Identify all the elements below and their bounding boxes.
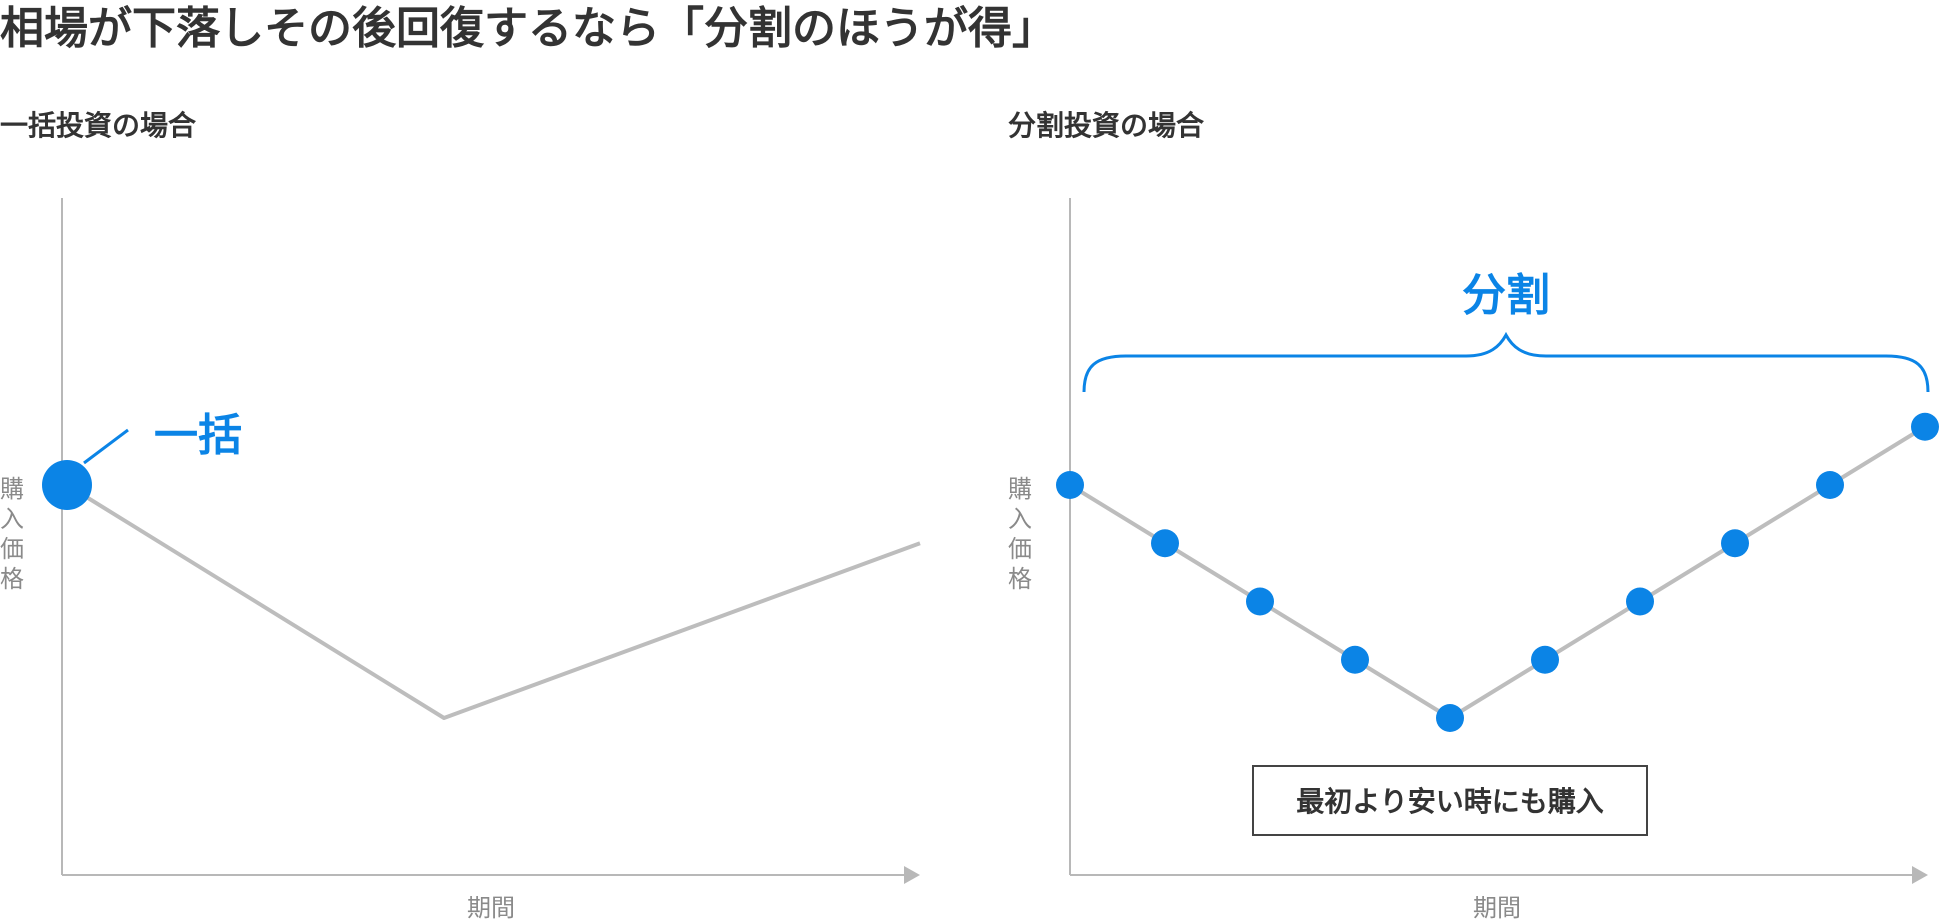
split-price-line xyxy=(1068,425,1927,720)
lump-marker-leader xyxy=(83,428,129,465)
split-purchase-point xyxy=(1911,412,1939,441)
split-purchase-point xyxy=(1341,645,1369,674)
split-purchase-point xyxy=(1056,471,1084,499)
split-note-text: 最初より安い時にも購入 xyxy=(1296,785,1603,818)
split-panel: 購入価格 期間 分割 最初より安い時にも購入 xyxy=(1008,198,1939,919)
y-axis-label-char: 格 xyxy=(1008,565,1032,593)
y-axis-label-char: 購 xyxy=(0,475,24,503)
y-axis-label-char: 格 xyxy=(0,565,24,593)
split-purchase-point xyxy=(1436,704,1464,732)
split-purchase-point xyxy=(1531,645,1559,674)
panel-title-lump-sum: 一括投資の場合 xyxy=(0,109,197,142)
y-axis-label-char: 価 xyxy=(1008,535,1032,563)
split-purchase-point xyxy=(1151,529,1179,558)
y-axis-label-char: 価 xyxy=(0,535,24,563)
panel-title-split: 分割投資の場合 xyxy=(1008,109,1205,142)
lump-x-axis-label: 期間 xyxy=(467,894,515,919)
split-purchase-point xyxy=(1816,471,1844,499)
lump-sum-panel: 購入価格 期間 一括 xyxy=(0,198,921,919)
lump-x-axis-arrow-icon xyxy=(904,866,920,884)
split-purchase-point xyxy=(1246,587,1274,616)
split-purchase-point xyxy=(1721,529,1749,558)
y-axis-label-char: 入 xyxy=(0,505,24,533)
lump-y-axis-label: 購入価格 xyxy=(0,475,24,593)
split-brace-label: 分割 xyxy=(1462,270,1550,321)
main-title: 相場が下落しその後回復するなら「分割のほうが得」 xyxy=(0,3,1056,54)
lump-sum-label: 一括 xyxy=(154,410,242,461)
lump-price-line xyxy=(65,483,921,720)
split-x-axis-label: 期間 xyxy=(1473,894,1521,919)
split-y-axis-label: 購入価格 xyxy=(1008,475,1032,593)
split-note-box xyxy=(1252,765,1648,836)
y-axis-label-char: 入 xyxy=(1008,505,1032,533)
split-purchase-point xyxy=(1626,587,1654,616)
y-axis-label-char: 購 xyxy=(1008,475,1032,503)
split-brace-icon xyxy=(1082,331,1930,393)
lump-purchase-point xyxy=(42,460,92,510)
split-x-axis-arrow-icon xyxy=(1912,866,1928,884)
